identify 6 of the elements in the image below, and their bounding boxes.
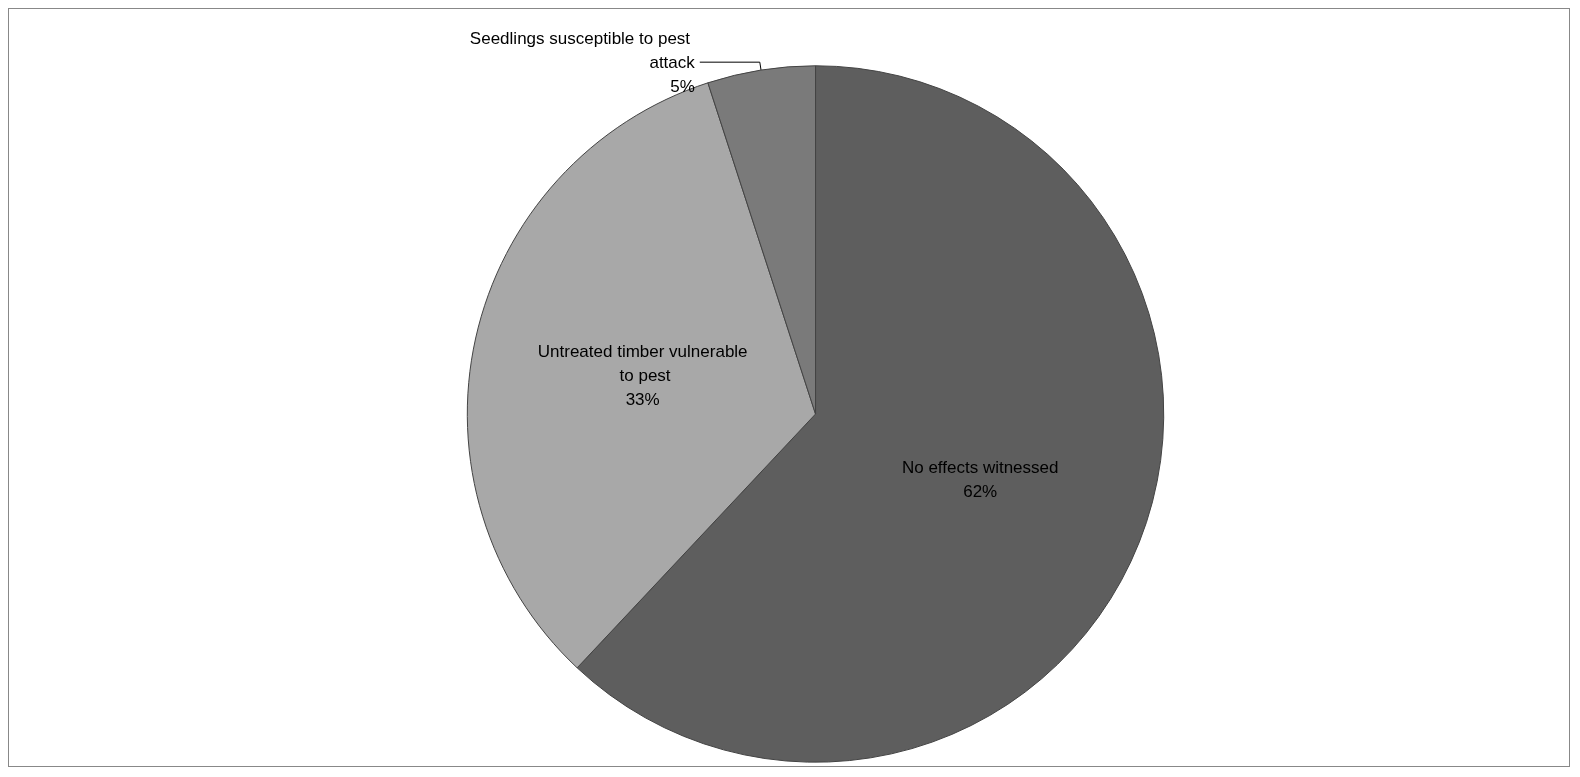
data-label: 62% bbox=[963, 481, 998, 501]
data-label: 33% bbox=[625, 389, 660, 409]
slice-label: Untreated timber vulnerable to pest bbox=[537, 341, 748, 385]
slice-label: No effects witnessed bbox=[901, 457, 1059, 477]
data-label: 5% bbox=[670, 76, 695, 96]
slice-label: Seedlings susceptible to pest attack bbox=[469, 28, 696, 72]
